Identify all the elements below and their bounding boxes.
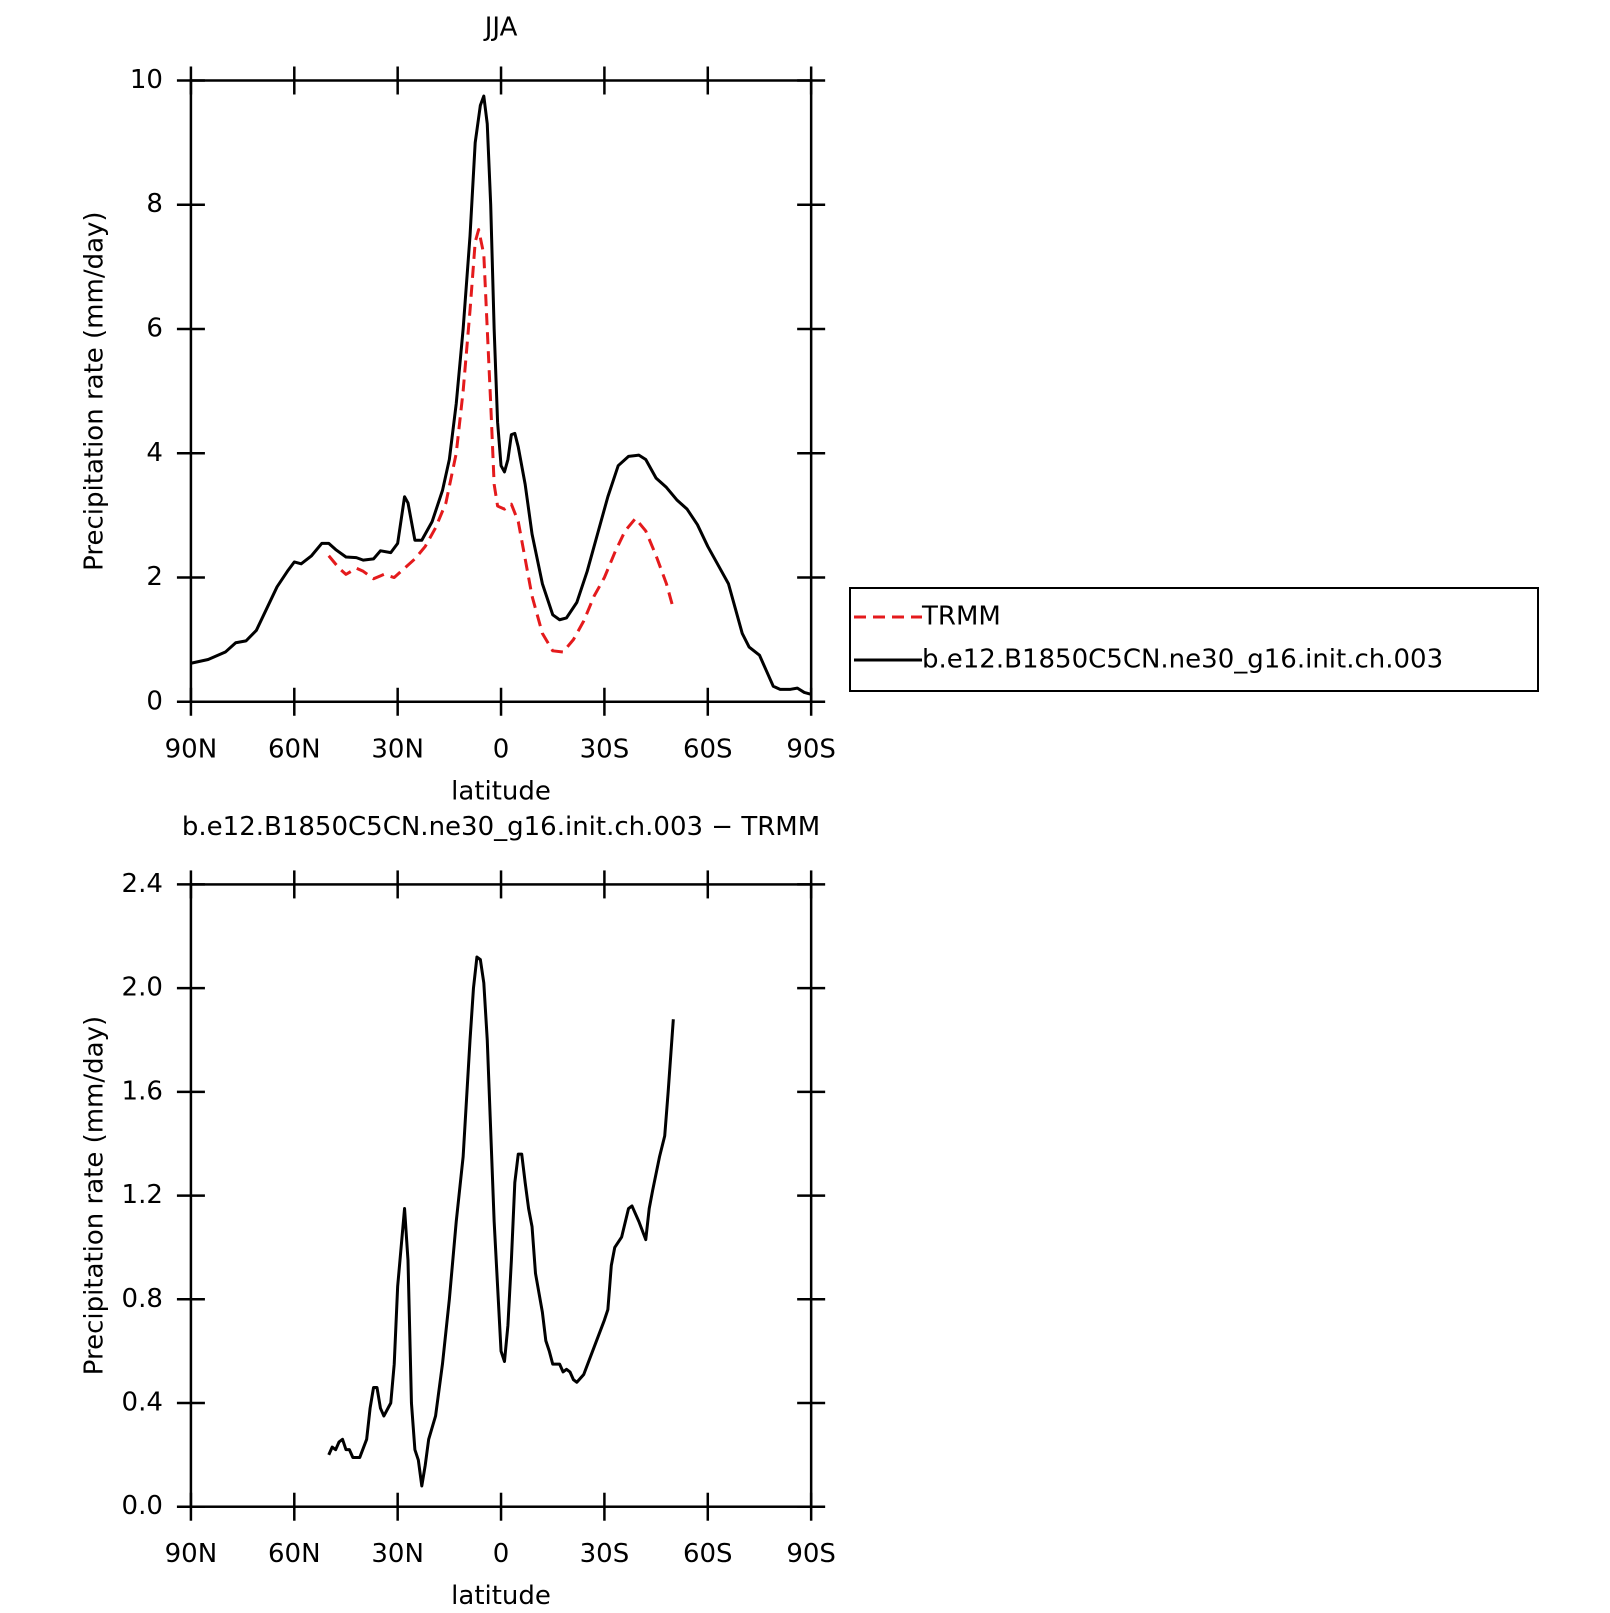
- plot-frame: [189, 79, 813, 704]
- y-tick-label: 10: [130, 65, 163, 95]
- y-tick-label: 4: [146, 438, 163, 468]
- x-tick-label: 30S: [580, 1539, 630, 1569]
- y-tick-label: 0.0: [122, 1491, 163, 1521]
- y-tick-label: 1.2: [122, 1180, 163, 1210]
- y-axis-label: Precipitation rate (mm/day): [79, 1016, 109, 1375]
- y-tick-label: 8: [146, 189, 163, 219]
- x-tick-label: 90S: [786, 1539, 836, 1569]
- x-tick-label: 30N: [371, 1539, 424, 1569]
- chart-title: b.e12.B1850C5CN.ne30_g16.init.ch.003 − T…: [182, 812, 820, 842]
- x-tick-label: 60S: [683, 734, 733, 764]
- x-tick-label: 0: [493, 1539, 510, 1569]
- y-axis-label: Precipitation rate (mm/day): [79, 211, 109, 570]
- chart-title: JJA: [483, 12, 518, 42]
- x-tick-label: 60N: [268, 734, 321, 764]
- data-line: [327, 228, 675, 654]
- x-tick-label: 60S: [683, 1539, 733, 1569]
- legend-box: [849, 587, 1539, 692]
- plot-frame: [189, 883, 813, 1508]
- x-axis-label: latitude: [451, 1581, 551, 1611]
- data-line: [327, 955, 675, 1488]
- y-tick-label: 6: [146, 314, 163, 344]
- x-tick-label: 30N: [371, 734, 424, 764]
- y-tick-label: 0.4: [122, 1388, 163, 1418]
- x-tick-label: 30S: [580, 734, 630, 764]
- data-line: [190, 94, 812, 696]
- x-tick-label: 90S: [786, 734, 836, 764]
- y-tick-label: 2: [146, 562, 163, 592]
- y-tick-label: 0.8: [122, 1284, 163, 1314]
- x-axis-label: latitude: [451, 776, 551, 806]
- x-tick-label: 90N: [165, 734, 218, 764]
- x-tick-label: 60N: [268, 1539, 321, 1569]
- y-tick-label: 0: [146, 686, 163, 716]
- y-tick-label: 2.0: [122, 973, 163, 1003]
- y-tick-label: 1.6: [122, 1076, 163, 1106]
- legend-label: TRMM: [921, 602, 1001, 632]
- y-tick-label: 2.4: [122, 869, 163, 899]
- x-tick-label: 0: [493, 734, 510, 764]
- x-tick-label: 90N: [165, 1539, 218, 1569]
- legend-label: b.e12.B1850C5CN.ne30_g16.init.ch.003: [922, 645, 1443, 675]
